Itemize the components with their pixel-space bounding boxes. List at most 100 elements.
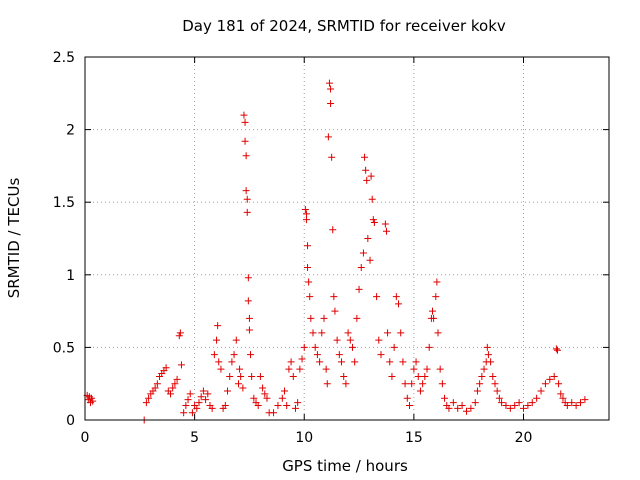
data-point — [169, 384, 177, 392]
data-point — [304, 242, 312, 250]
data-point — [327, 99, 335, 107]
data-point — [171, 380, 179, 388]
data-point — [197, 393, 205, 401]
data-point — [283, 401, 291, 409]
data-point — [307, 314, 315, 322]
data-point — [322, 365, 330, 373]
data-point — [188, 409, 196, 417]
data-point — [175, 332, 183, 340]
data-point — [495, 394, 503, 402]
data-point — [351, 358, 359, 366]
data-point — [247, 351, 255, 359]
data-point — [242, 187, 250, 195]
data-point — [142, 399, 150, 407]
data-point — [270, 409, 278, 417]
y-tick-label: 2 — [66, 123, 75, 139]
data-point — [506, 404, 514, 412]
data-point — [278, 394, 286, 402]
data-point — [274, 401, 282, 409]
data-point — [368, 195, 376, 203]
data-point — [328, 153, 336, 161]
data-point — [397, 329, 405, 337]
data-point — [498, 399, 506, 407]
data-point — [366, 256, 374, 264]
data-point — [362, 166, 370, 174]
data-point — [173, 375, 181, 383]
data-point — [483, 343, 491, 351]
data-point — [489, 372, 497, 380]
data-point — [263, 394, 271, 402]
data-point — [214, 322, 222, 330]
data-point — [432, 293, 440, 301]
data-point — [357, 264, 365, 272]
data-point — [392, 293, 400, 301]
y-tick-label: 1.5 — [53, 195, 75, 211]
data-point — [476, 380, 484, 388]
data-point — [491, 380, 499, 388]
data-point — [180, 409, 188, 417]
data-point — [340, 372, 348, 380]
data-point — [550, 372, 558, 380]
data-point — [419, 380, 427, 388]
data-point — [167, 390, 175, 398]
data-point — [202, 396, 210, 404]
data-point — [89, 397, 97, 405]
data-point — [162, 364, 170, 372]
y-tick-label: 2.5 — [53, 50, 75, 66]
data-point — [217, 365, 225, 373]
data-point — [88, 394, 96, 402]
data-point — [242, 152, 250, 160]
data-point — [399, 358, 407, 366]
data-point — [254, 401, 262, 409]
data-point — [541, 380, 549, 388]
data-point — [250, 394, 258, 402]
data-point — [240, 111, 248, 119]
data-point — [338, 358, 346, 366]
data-point — [364, 235, 372, 242]
scatter-points — [83, 79, 589, 424]
data-point — [313, 351, 321, 359]
data-point — [390, 343, 398, 351]
data-point — [433, 278, 441, 286]
data-point — [309, 329, 317, 337]
x-tick-label: 15 — [405, 430, 423, 446]
axis-ticks: 0 5 10 15 20 0 0.5 1 1.5 2 2.5 — [53, 50, 609, 446]
data-point — [151, 384, 159, 392]
data-point — [546, 375, 554, 383]
data-point — [373, 293, 381, 301]
data-point — [335, 351, 343, 359]
data-point — [329, 226, 337, 234]
data-point — [478, 372, 486, 380]
data-point — [473, 387, 481, 395]
data-point — [408, 380, 416, 388]
data-point — [568, 399, 576, 407]
data-point — [193, 404, 201, 412]
data-point — [381, 220, 389, 228]
data-point — [353, 314, 361, 322]
data-point — [410, 365, 418, 373]
data-point — [241, 137, 249, 145]
data-point — [342, 380, 350, 388]
data-point — [296, 365, 304, 373]
data-point — [403, 394, 411, 402]
data-point — [210, 351, 218, 359]
data-point — [430, 314, 438, 322]
data-point — [234, 380, 242, 388]
data-point — [186, 390, 194, 398]
data-point — [236, 365, 244, 373]
data-point — [377, 351, 385, 359]
y-tick-label: 0 — [66, 413, 75, 429]
data-point — [524, 401, 532, 409]
data-point — [445, 404, 453, 412]
data-point — [487, 358, 495, 366]
plot-frame — [84, 56, 610, 421]
data-point — [425, 343, 433, 351]
data-point — [305, 278, 313, 286]
data-point — [330, 293, 338, 301]
data-point — [226, 372, 234, 380]
data-point — [375, 336, 383, 344]
data-point — [515, 399, 523, 407]
data-point — [434, 329, 442, 337]
data-point — [559, 394, 567, 402]
data-point — [184, 396, 192, 404]
